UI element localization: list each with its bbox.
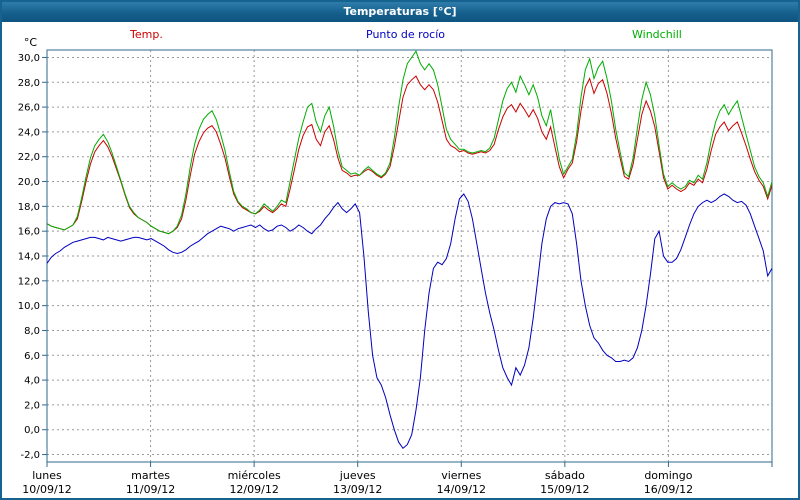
y-tick-label: 30,0 xyxy=(18,53,40,64)
x-day-date: 12/09/12 xyxy=(229,483,278,496)
y-tick-label: 8,0 xyxy=(24,326,40,337)
windchill-line xyxy=(46,50,773,235)
y-tick-label: 12,0 xyxy=(18,276,40,287)
y-tick-label: -2,0 xyxy=(20,450,40,461)
legend-windchill-label: Windchill xyxy=(632,28,682,41)
y-tick-label: 22,0 xyxy=(18,152,40,163)
title-bar: Temperaturas [°C] xyxy=(2,2,798,22)
y-tick-label: 2,0 xyxy=(24,400,40,411)
y-tick-label: 14,0 xyxy=(18,252,40,263)
x-day-name: sábado xyxy=(545,469,585,482)
plot-frame xyxy=(46,49,773,463)
x-day-name: domingo xyxy=(644,469,692,482)
legend-temp-label: Temp. xyxy=(130,28,163,41)
window-title: Temperaturas [°C] xyxy=(343,5,457,18)
x-day-date: 13/09/12 xyxy=(333,483,382,496)
x-day-date: 11/09/12 xyxy=(126,483,175,496)
x-day-name: viernes xyxy=(441,469,481,482)
y-tick-label: 26,0 xyxy=(18,103,40,114)
y-tick-label: 6,0 xyxy=(24,351,40,362)
dewpoint-line xyxy=(46,193,773,450)
x-day-name: martes xyxy=(131,469,170,482)
x-day-date: 10/09/12 xyxy=(22,483,71,496)
y-tick-label: 28,0 xyxy=(18,78,40,89)
x-day-name: lunes xyxy=(32,469,62,482)
y-tick-label: 4,0 xyxy=(24,376,40,387)
y-tick-label: 16,0 xyxy=(18,227,40,238)
y-tick-label: 24,0 xyxy=(18,127,40,138)
y-tick-label: 18,0 xyxy=(18,202,40,213)
temp-line xyxy=(46,75,773,235)
y-tick-label: 0,0 xyxy=(24,425,40,436)
x-day-name: miércoles xyxy=(228,469,281,482)
y-tick-label: 20,0 xyxy=(18,177,40,188)
legend-dewpoint-label: Punto de rocío xyxy=(366,28,446,41)
y-axis-unit: °C xyxy=(24,36,38,49)
x-day-date: 15/09/12 xyxy=(540,483,589,496)
x-day-date: 16/09/12 xyxy=(644,483,693,496)
x-day-name: jueves xyxy=(339,469,376,482)
y-tick-label: 10,0 xyxy=(18,301,40,312)
x-day-date: 14/09/12 xyxy=(437,483,486,496)
